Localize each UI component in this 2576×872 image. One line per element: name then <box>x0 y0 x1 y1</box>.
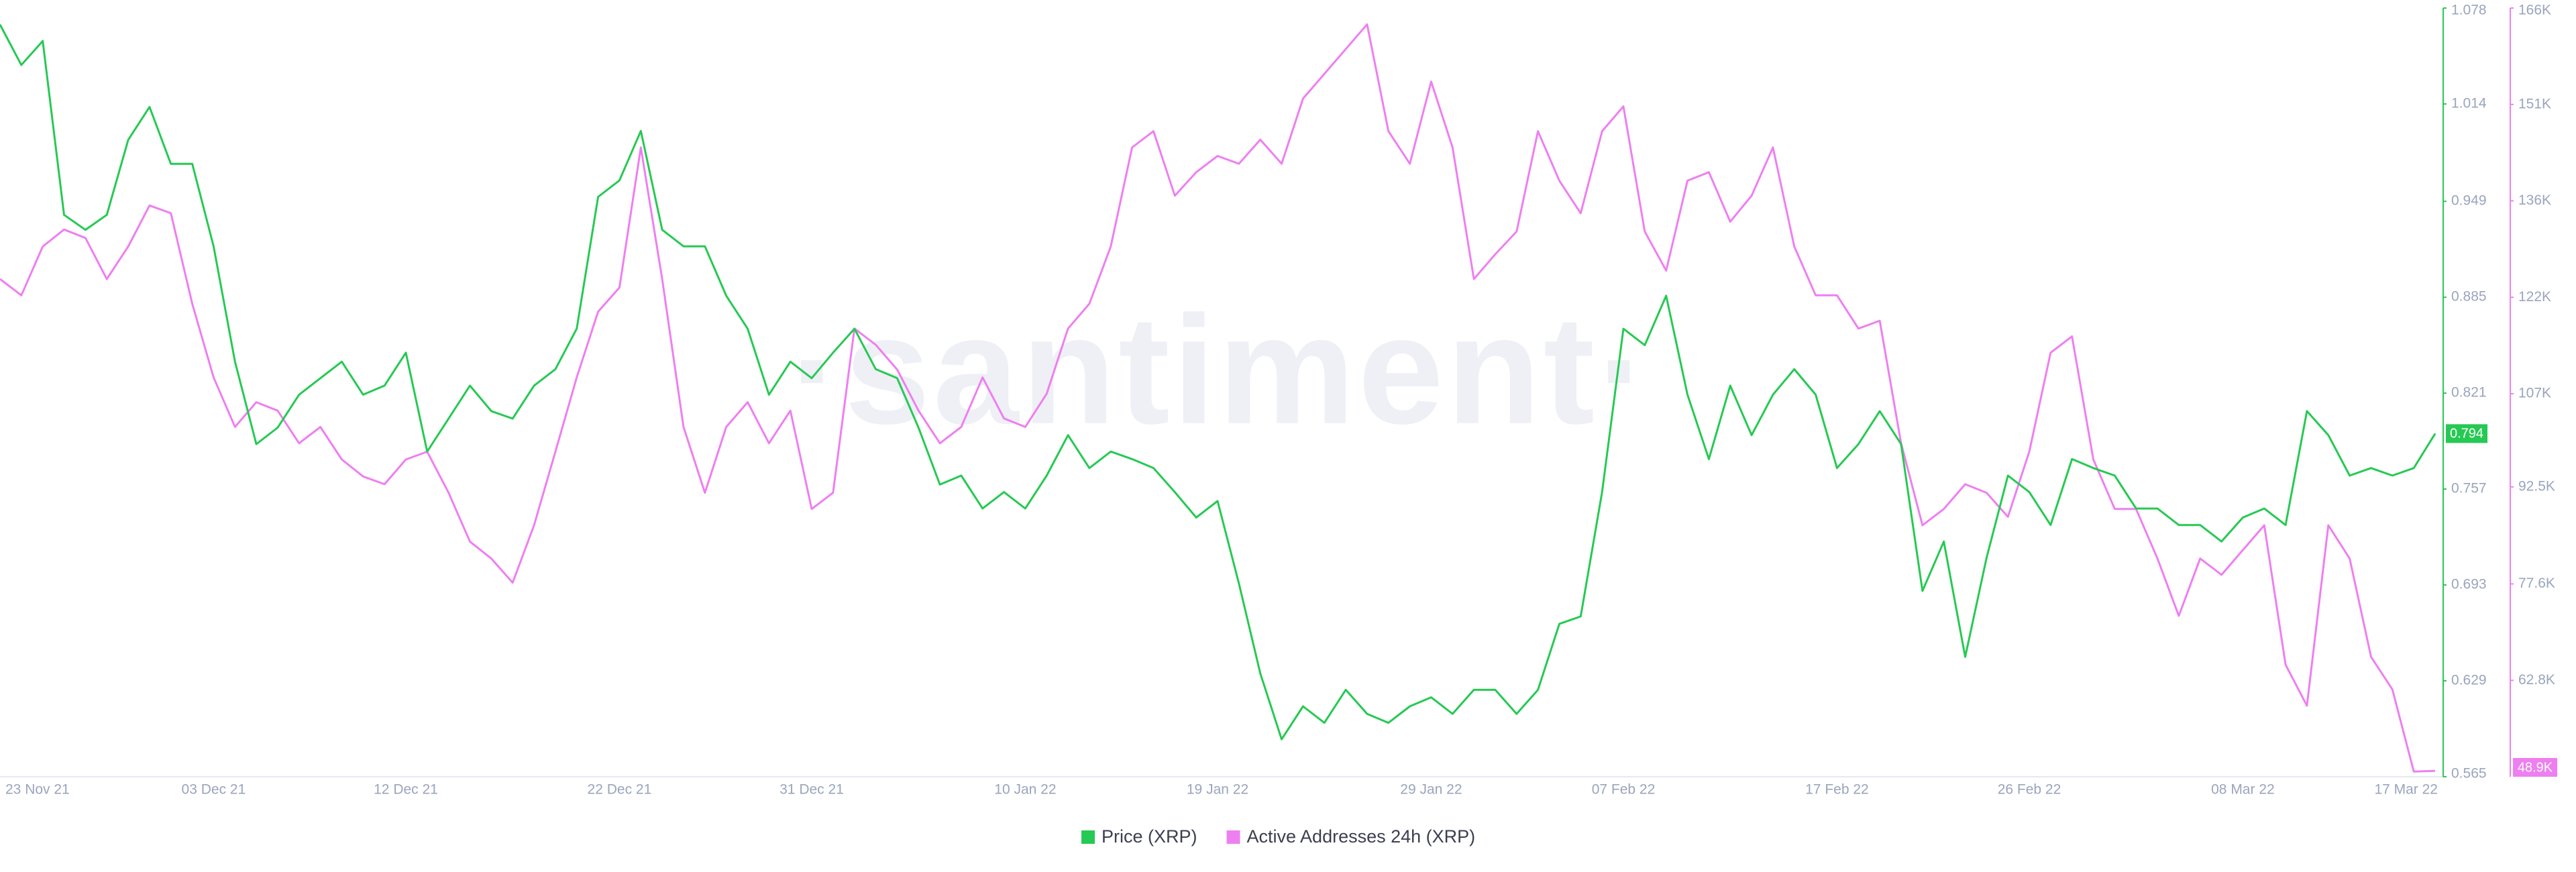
x-tick-label: 08 Mar 22 <box>2211 782 2275 798</box>
y2-tick-label: 92.5K <box>2518 478 2555 494</box>
x-tick-label: 03 Dec 21 <box>182 782 246 798</box>
x-tick-label: 12 Dec 21 <box>374 782 438 798</box>
x-tick-label: 26 Feb 22 <box>1998 782 2061 798</box>
y-tick-label: 0.949 <box>2451 193 2487 209</box>
x-tick-label: 23 Nov 21 <box>5 782 70 798</box>
y2-tick-label: 166K <box>2518 3 2551 18</box>
x-tick-label: 07 Feb 22 <box>1592 782 1656 798</box>
series-line <box>0 23 2436 773</box>
current-value-label: 0.794 <box>2450 427 2483 441</box>
y-tick-label: 0.629 <box>2451 673 2487 688</box>
y2-tick-label: 62.8K <box>2518 672 2555 688</box>
y-tick-label: 0.693 <box>2451 577 2487 592</box>
x-tick-label: 31 Dec 21 <box>780 782 844 798</box>
y-tick-label: 0.757 <box>2451 481 2487 496</box>
y-tick-label: 0.821 <box>2451 385 2487 400</box>
y2-tick-label: 77.6K <box>2518 576 2555 591</box>
y-tick-label: 0.885 <box>2451 289 2487 305</box>
y2-tick-label: 107K <box>2518 385 2551 400</box>
watermark: ·santiment· <box>790 284 1652 456</box>
y2-tick-label: 136K <box>2518 193 2551 208</box>
x-tick-label: 29 Jan 22 <box>1400 782 1462 798</box>
current-value-badge <box>2513 758 2557 777</box>
legend-swatch <box>1226 830 1240 844</box>
y-tick-label: 1.014 <box>2451 96 2487 111</box>
x-tick-label: 19 Jan 22 <box>1187 782 1248 798</box>
y-tick-label: 1.078 <box>2451 3 2487 18</box>
y2-tick-label: 122K <box>2518 289 2551 305</box>
legend-label: Active Addresses 24h (XRP) <box>1247 826 1476 847</box>
x-tick-label: 22 Dec 21 <box>588 782 652 798</box>
legend-label: Price (XRP) <box>1102 826 1197 847</box>
current-value-badge <box>2446 424 2487 443</box>
x-tick-label: 10 Jan 22 <box>994 782 1056 798</box>
current-value-label: 48.9K <box>2518 760 2553 775</box>
series-line <box>0 23 2436 741</box>
y-tick-label: 0.565 <box>2451 766 2487 781</box>
legend-swatch <box>1081 830 1095 844</box>
x-tick-label: 17 Feb 22 <box>1805 782 1869 798</box>
x-tick-label: 17 Mar 22 <box>2374 782 2438 798</box>
y2-tick-label: 151K <box>2518 96 2551 111</box>
